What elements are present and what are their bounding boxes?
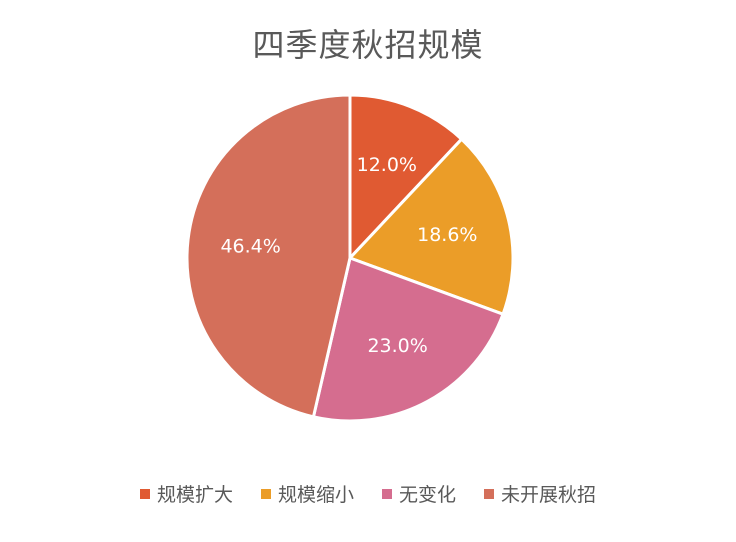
legend-label: 未开展秋招 bbox=[501, 484, 597, 506]
slice-label-1: 12.0% bbox=[357, 154, 417, 176]
slice-label-4: 46.4% bbox=[220, 236, 280, 258]
legend-label: 规模缩小 bbox=[277, 484, 354, 506]
pie-slice-3 bbox=[311, 256, 505, 423]
slice-label-2: 18.6% bbox=[417, 224, 477, 246]
legend-item-1: 规模扩大 bbox=[139, 480, 233, 507]
pie-slice-1 bbox=[348, 93, 464, 260]
pie-slices bbox=[185, 93, 515, 423]
pie-labels: 12.0% 18.6% 23.0% 46.4% bbox=[220, 154, 477, 357]
chart-title: 四季度秋招规模 bbox=[252, 26, 484, 64]
legend-swatch bbox=[382, 488, 392, 499]
legend-label: 规模扩大 bbox=[156, 484, 233, 506]
legend-item-2: 规模缩小 bbox=[260, 480, 354, 507]
pie-slice-2 bbox=[348, 137, 515, 316]
legend-swatch bbox=[260, 488, 271, 499]
legend-swatch bbox=[139, 488, 150, 499]
legend-item-4: 未开展秋招 bbox=[484, 480, 596, 507]
legend-label: 无变化 bbox=[399, 484, 457, 506]
legend: 规模扩大 规模缩小 无变化 未开展秋招 bbox=[0, 480, 736, 507]
legend-swatch bbox=[484, 488, 495, 499]
slice-label-3: 23.0% bbox=[367, 335, 427, 357]
legend-item-3: 无变化 bbox=[382, 480, 456, 507]
pie-slice-4 bbox=[185, 93, 352, 419]
